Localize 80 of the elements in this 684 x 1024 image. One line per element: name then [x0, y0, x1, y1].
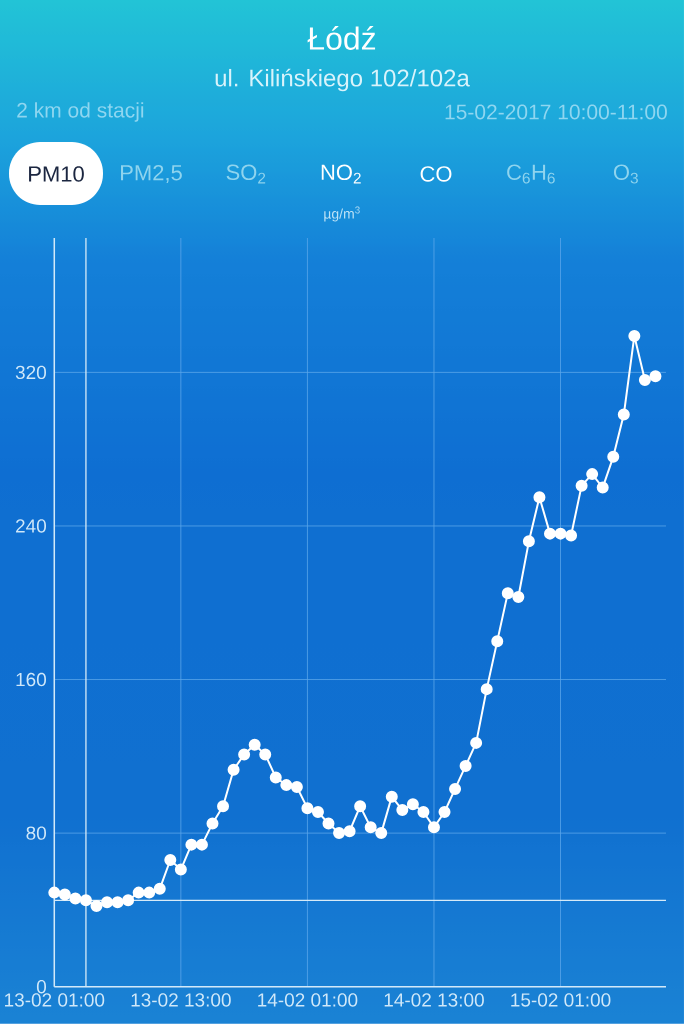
y-tick-label: 0	[36, 979, 47, 994]
point	[343, 825, 356, 838]
x-tick-label: 14-02 01:00	[258, 993, 358, 1007]
text: PM2,5	[121, 164, 182, 184]
point	[438, 805, 451, 818]
point	[248, 738, 261, 751]
point	[575, 479, 588, 492]
chart-title: Łódź	[307, 26, 376, 50]
point	[322, 817, 335, 830]
point	[470, 736, 483, 749]
point	[101, 896, 114, 909]
point	[227, 763, 240, 776]
point	[628, 329, 641, 342]
x-tick-label: 14-02 13:00	[384, 993, 484, 1007]
text: CO	[420, 166, 452, 182]
point	[311, 805, 324, 818]
point	[58, 888, 71, 901]
text: O$_{3}$	[613, 164, 638, 184]
text: 2 km od stacji	[17, 102, 144, 122]
y-tick-label: 160	[16, 672, 47, 687]
point	[48, 886, 61, 899]
point	[449, 782, 462, 795]
point	[417, 805, 430, 818]
point	[90, 900, 103, 913]
text: NO$_{2}$	[321, 164, 361, 184]
point	[132, 886, 145, 899]
point	[122, 894, 135, 907]
point	[565, 529, 578, 542]
point	[79, 894, 92, 907]
point	[269, 771, 282, 784]
point	[501, 587, 514, 600]
point	[185, 838, 198, 851]
point	[586, 468, 599, 481]
point	[596, 481, 609, 494]
point	[259, 748, 272, 761]
point	[459, 759, 472, 772]
point	[375, 827, 388, 840]
chart-subtitle: ul. Kilińskiego 102/102a	[215, 68, 470, 92]
point	[280, 779, 293, 792]
y-axis-title: µg/m$^{3}$	[324, 206, 360, 222]
text: SO$_{2}$	[226, 164, 266, 184]
x-tick-label: 13-02 01:00	[5, 993, 105, 1007]
x-tick-label: 13-02 13:00	[131, 993, 231, 1007]
point	[111, 896, 124, 909]
point	[174, 863, 187, 876]
point	[543, 527, 556, 540]
point	[385, 790, 398, 803]
point	[638, 374, 651, 387]
point	[290, 781, 303, 794]
point	[491, 635, 504, 648]
point	[217, 800, 230, 813]
point	[153, 882, 166, 895]
text: C$_{6}$H$_{6}$	[507, 164, 555, 184]
point	[406, 798, 419, 811]
point	[364, 821, 377, 834]
point	[554, 527, 567, 540]
y-tick-label: 80	[26, 826, 47, 840]
point	[649, 370, 662, 383]
point	[607, 450, 620, 463]
point	[396, 804, 409, 817]
point	[301, 802, 314, 815]
text: 15-02-2017 10:00-11:00	[445, 104, 667, 120]
point	[195, 838, 208, 851]
point	[512, 590, 525, 603]
y-tick-label: 240	[16, 519, 47, 533]
point	[143, 886, 156, 899]
point	[69, 892, 82, 905]
point	[206, 817, 219, 830]
point	[354, 800, 367, 813]
y-tick-label: 320	[15, 365, 47, 380]
point	[533, 491, 546, 504]
point	[480, 683, 493, 696]
point	[238, 748, 251, 761]
point	[522, 535, 535, 548]
point	[427, 821, 440, 834]
x-tick-label: 15-02 01:00	[511, 993, 611, 1007]
point	[333, 827, 346, 840]
text: PM10	[29, 166, 84, 182]
point	[617, 408, 630, 421]
point	[164, 853, 177, 866]
